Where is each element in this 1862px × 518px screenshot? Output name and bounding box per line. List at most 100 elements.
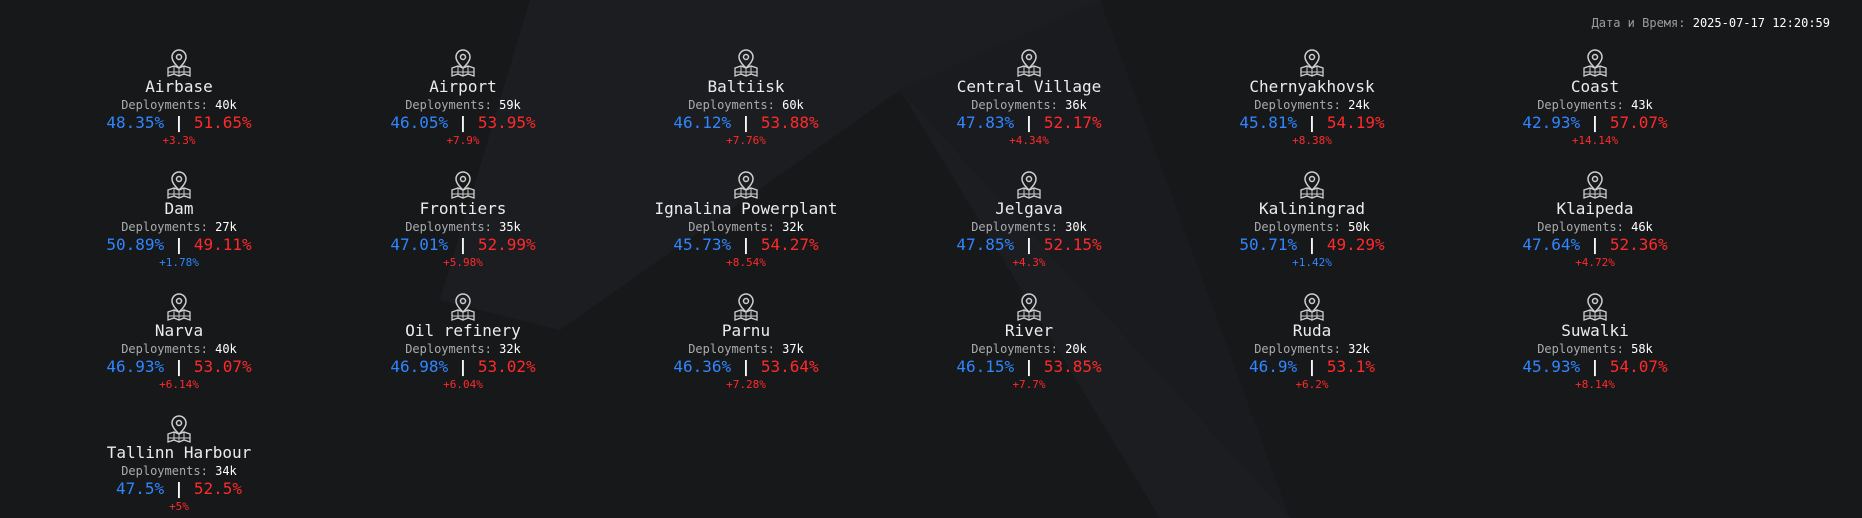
delta-value: +1.78% — [159, 256, 199, 269]
map-name: Airbase — [145, 77, 213, 96]
map-card-kaliningrad[interactable]: Kaliningrad Deployments: 50k 50.71% | 49.2… — [1170, 170, 1454, 280]
deployments-label: Deployments: — [1537, 342, 1632, 356]
deployments-value: 40k — [215, 98, 237, 112]
deployments-label: Deployments: — [1254, 98, 1349, 112]
map-card-dam[interactable]: Dam Deployments: 27k 50.89% | 49.11% +1.78… — [37, 170, 321, 280]
blue-percent: 42.93% — [1522, 113, 1581, 132]
delta-value: +8.38% — [1292, 134, 1332, 147]
map-card-frontiers[interactable]: Frontiers Deployments: 35k 47.01% | 52.99%… — [321, 170, 605, 280]
delta-value: +6.14% — [159, 378, 199, 391]
delta-value: +6.2% — [1295, 378, 1329, 391]
map-pin-icon — [734, 293, 758, 321]
map-name: Kaliningrad — [1259, 199, 1365, 218]
red-percent: 52.5% — [193, 479, 242, 498]
deployments-row: Deployments: 35k — [321, 218, 605, 236]
percent-separator: | — [741, 113, 751, 132]
deployments-value: 32k — [782, 220, 804, 234]
map-card-central-village[interactable]: Central Village Deployments: 36k 47.83% |… — [887, 48, 1171, 158]
blue-percent: 46.05% — [390, 113, 449, 132]
delta-value: +7.9% — [446, 134, 480, 147]
percent-row: 46.98% | 53.02% — [321, 358, 605, 376]
percent-separator: | — [1590, 113, 1600, 132]
deployments-row: Deployments: 30k — [887, 218, 1171, 236]
blue-percent: 46.9% — [1249, 357, 1298, 376]
percent-row: 47.5% | 52.5% — [37, 480, 321, 498]
map-card-tallinn-harbour[interactable]: Tallinn Harbour Deployments: 34k 47.5% | 5… — [37, 414, 321, 518]
deployments-value: 27k — [215, 220, 237, 234]
deployments-label: Deployments: — [405, 342, 500, 356]
delta-value: +8.54% — [726, 256, 766, 269]
deployments-row: Deployments: 59k — [321, 96, 605, 114]
map-pin-icon — [167, 293, 191, 321]
map-name: Narva — [154, 321, 204, 340]
percent-row: 45.81% | 54.19% — [1170, 114, 1454, 132]
map-pin-icon — [167, 415, 191, 443]
percent-row: 46.93% | 53.07% — [37, 358, 321, 376]
deployments-value: 34k — [215, 464, 237, 478]
map-card-narva[interactable]: Narva Deployments: 40k 46.93% | 53.07% +6.… — [37, 292, 321, 402]
map-card-jelgava[interactable]: Jelgava Deployments: 30k 47.85% | 52.15% +… — [887, 170, 1171, 280]
percent-row: 46.9% | 53.1% — [1170, 358, 1454, 376]
map-card-ruda[interactable]: Ruda Deployments: 32k 46.9% | 53.1% +6.2% — [1170, 292, 1454, 402]
red-percent: 53.02% — [477, 357, 536, 376]
map-pin-icon — [1300, 171, 1324, 199]
map-pin-icon — [451, 49, 475, 77]
red-percent: 54.19% — [1326, 113, 1385, 132]
deployments-value: 32k — [499, 342, 521, 356]
deployments-label: Deployments: — [121, 464, 216, 478]
map-card-baltiisk[interactable]: Baltiisk Deployments: 60k 46.12% | 53.88% … — [604, 48, 888, 158]
map-card-airbase[interactable]: Airbase Deployments: 40k 48.35% | 51.65% +… — [37, 48, 321, 158]
deployments-row: Deployments: 36k — [887, 96, 1171, 114]
percent-separator: | — [174, 357, 184, 376]
percent-row: 45.73% | 54.27% — [604, 236, 888, 254]
map-card-airport[interactable]: Airport Deployments: 59k 46.05% | 53.95% +… — [321, 48, 605, 158]
deployments-label: Deployments: — [971, 342, 1066, 356]
map-card-river[interactable]: River Deployments: 20k 46.15% | 53.85% +7.… — [887, 292, 1171, 402]
percent-separator: | — [458, 357, 468, 376]
deployments-value: 40k — [215, 342, 237, 356]
map-card-klaipeda[interactable]: Klaipeda Deployments: 46k 47.64% | 52.36% … — [1453, 170, 1737, 280]
blue-percent: 47.01% — [390, 235, 449, 254]
delta-value: +14.14% — [1571, 134, 1619, 147]
map-card-parnu[interactable]: Parnu Deployments: 37k 46.36% | 53.64% +7.… — [604, 292, 888, 402]
red-percent: 52.15% — [1043, 235, 1102, 254]
deployments-value: 35k — [499, 220, 521, 234]
map-name: Parnu — [721, 321, 771, 340]
map-name: Central Village — [956, 77, 1102, 96]
datetime-display: Дата и Время: 2025-07-17 12:20:59 — [1592, 16, 1830, 30]
red-percent: 52.99% — [477, 235, 536, 254]
blue-percent: 50.71% — [1239, 235, 1298, 254]
red-percent: 54.07% — [1609, 357, 1668, 376]
deployments-label: Deployments: — [405, 98, 500, 112]
percent-row: 47.83% | 52.17% — [887, 114, 1171, 132]
deployments-row: Deployments: 32k — [604, 218, 888, 236]
deployments-row: Deployments: 40k — [37, 340, 321, 358]
map-pin-icon — [1300, 293, 1324, 321]
red-percent: 53.1% — [1326, 357, 1375, 376]
map-pin-icon — [734, 49, 758, 77]
map-card-oil-refinery[interactable]: Oil refinery Deployments: 32k 46.98% | 53.… — [321, 292, 605, 402]
delta-value: +7.76% — [726, 134, 766, 147]
percent-separator: | — [741, 357, 751, 376]
delta-value: +4.3% — [1012, 256, 1046, 269]
deployments-row: Deployments: 20k — [887, 340, 1171, 358]
percent-row: 46.36% | 53.64% — [604, 358, 888, 376]
delta-value: +7.7% — [1012, 378, 1046, 391]
map-card-coast[interactable]: Coast Deployments: 43k 42.93% | 57.07% +14… — [1453, 48, 1737, 158]
deployments-row: Deployments: 37k — [604, 340, 888, 358]
map-card-suwalki[interactable]: Suwalki Deployments: 58k 45.93% | 54.07% +… — [1453, 292, 1737, 402]
map-card-ignalina-powerplant[interactable]: Ignalina Powerplant Deployments: 32k 45.… — [604, 170, 888, 280]
blue-percent: 46.98% — [390, 357, 449, 376]
percent-row: 50.71% | 49.29% — [1170, 236, 1454, 254]
percent-separator: | — [458, 113, 468, 132]
map-name: Suwalki — [1561, 321, 1629, 340]
map-pin-icon — [1583, 49, 1607, 77]
map-pin-icon — [1300, 49, 1324, 77]
deployments-value: 37k — [782, 342, 804, 356]
deployments-value: 43k — [1631, 98, 1653, 112]
delta-value: +8.14% — [1575, 378, 1615, 391]
map-card-chernyakhovsk[interactable]: Chernyakhovsk Deployments: 24k 45.81% | 54… — [1170, 48, 1454, 158]
deployments-value: 20k — [1065, 342, 1087, 356]
map-pin-icon — [451, 171, 475, 199]
